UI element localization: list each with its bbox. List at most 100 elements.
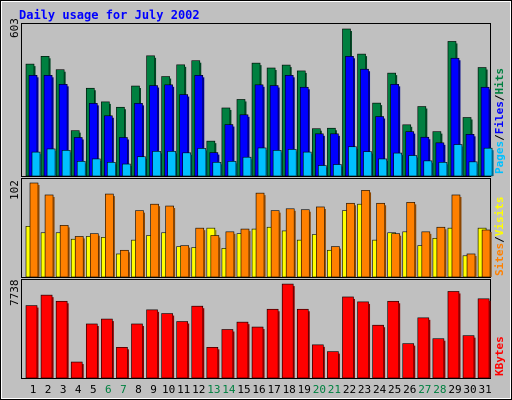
- day-label: 10: [162, 383, 175, 396]
- svg-text:KBytes: KBytes: [493, 336, 506, 376]
- sites-bar-shadow: [248, 231, 251, 277]
- files-bar-shadow: [443, 144, 446, 176]
- kbytes-bar-shadow: [217, 349, 220, 378]
- kbytes-bar: [251, 326, 264, 379]
- pages-bar: [333, 164, 342, 177]
- sites-bar: [89, 233, 99, 278]
- sites-bar-shadow: [128, 252, 130, 277]
- pages-bar: [423, 160, 433, 177]
- kbytes-bar-shadow: [474, 337, 476, 378]
- day-label: 21: [328, 383, 341, 396]
- kbytes-bar-shadow: [67, 303, 69, 378]
- kbytes-bar-shadow: [263, 329, 265, 378]
- pages-bar: [378, 158, 387, 177]
- pages-bar-shadow: [235, 163, 238, 176]
- day-label: 20: [313, 383, 326, 396]
- kbytes-bar-shadow: [127, 349, 129, 378]
- files-bar-shadow: [247, 116, 250, 176]
- sites-bar: [300, 209, 310, 278]
- pages-bar-shadow: [326, 167, 328, 176]
- sites-bar: [165, 205, 174, 278]
- sites-bar: [210, 235, 220, 278]
- legend-files: Files: [493, 101, 506, 134]
- pages-bar-shadow: [281, 152, 283, 176]
- kbytes-bar: [266, 308, 279, 379]
- files-bar-shadow: [368, 71, 371, 176]
- kbytes-bar-shadow: [142, 325, 144, 378]
- sites-bar-shadow: [354, 205, 356, 277]
- files-bar-shadow: [278, 87, 280, 176]
- kbytes-bar: [221, 329, 234, 379]
- files-bar-shadow: [308, 89, 310, 176]
- pages-bar: [453, 144, 463, 177]
- files-bar-shadow: [232, 126, 235, 176]
- day-label: 25: [388, 383, 401, 396]
- pages-bar-shadow: [431, 162, 434, 176]
- day-label: 30: [463, 383, 476, 396]
- kbytes-bar: [447, 291, 460, 379]
- kbytes-bar: [477, 298, 490, 379]
- sites-bar-shadow: [53, 196, 55, 277]
- pages-bar-shadow: [130, 166, 132, 176]
- pages-bar-shadow: [371, 153, 374, 176]
- sites-bar: [451, 194, 461, 278]
- day-label: 9: [150, 383, 157, 396]
- files-bar-shadow: [383, 118, 386, 176]
- kbytes-bar: [191, 305, 204, 379]
- kbytes-bar-shadow: [368, 303, 371, 378]
- kbytes-bar: [40, 294, 53, 379]
- files-bar-shadow: [172, 86, 175, 176]
- day-label: 27: [418, 383, 431, 396]
- pages-bar-shadow: [386, 160, 389, 176]
- pages-bar: [287, 149, 297, 177]
- pages-bar-shadow: [492, 150, 494, 176]
- kbytes-bar-shadow: [383, 327, 386, 378]
- legend-hits: Hits: [493, 68, 506, 95]
- sites-bar: [270, 210, 280, 278]
- pages-bar-shadow: [115, 164, 117, 176]
- pages-bar-shadow: [461, 146, 464, 176]
- sites-bar-shadow: [173, 208, 176, 277]
- kbytes-bar-shadow: [37, 307, 39, 378]
- sites-bar: [481, 229, 491, 278]
- pages-bar-shadow: [416, 157, 419, 176]
- kbytes-bar: [176, 321, 188, 379]
- kbytes-bar: [417, 317, 430, 379]
- files-bar-shadow: [67, 86, 69, 176]
- day-label: 29: [448, 383, 461, 396]
- pages-bar: [302, 151, 312, 177]
- day-label: 1: [30, 383, 37, 396]
- panel-kbytes-bars: [25, 283, 491, 379]
- day-label: 11: [177, 383, 190, 396]
- pages-bar: [91, 158, 101, 177]
- pages-bar-shadow: [296, 151, 298, 176]
- kbytes-bar: [296, 308, 309, 379]
- kbytes-bar: [70, 361, 83, 379]
- sites-bar: [29, 182, 39, 278]
- sites-bar-shadow: [414, 204, 417, 277]
- pages-bar: [242, 156, 252, 177]
- pages-bar: [468, 161, 478, 177]
- pages-bar-shadow: [145, 158, 147, 176]
- sites-bar: [180, 245, 189, 278]
- sites-bar-shadow: [233, 233, 236, 277]
- sites-bar: [466, 253, 476, 278]
- day-label: 6: [105, 383, 112, 396]
- kbytes-bar-shadow: [112, 321, 114, 378]
- chart-title: Daily usage for July 2002: [19, 8, 200, 22]
- kbytes-bar: [402, 343, 415, 379]
- files-bar-shadow: [142, 105, 144, 176]
- pages-bar: [46, 148, 56, 177]
- pages-bar: [393, 152, 402, 177]
- kbytes-bar-shadow: [338, 353, 340, 378]
- files-bar-shadow: [127, 139, 129, 176]
- panel-visits-sites-bars: [25, 182, 492, 278]
- legend-kbytes: KBytes: [493, 336, 506, 376]
- kbytes-bar-shadow: [398, 303, 401, 378]
- day-label: 19: [298, 383, 311, 396]
- legend-sites: Sites: [493, 243, 506, 276]
- sites-bar: [346, 202, 355, 278]
- pages-bar-shadow: [220, 164, 223, 176]
